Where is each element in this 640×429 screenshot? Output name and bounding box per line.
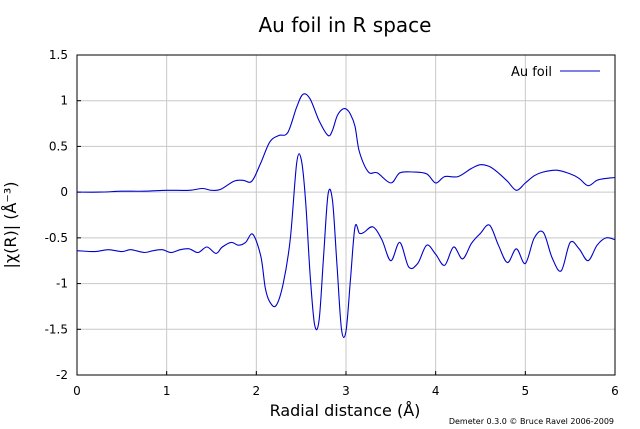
x-tick-label: 5 — [522, 384, 530, 398]
series-line-real-part — [76, 153, 616, 339]
credit-text: Demeter 0.3.0 © Bruce Ravel 2006-2009 — [449, 417, 614, 426]
y-tick-label: -0.5 — [45, 231, 68, 245]
y-tick-label: -1 — [56, 277, 68, 291]
legend: Au foil — [511, 65, 600, 80]
y-tick-label: -1.5 — [45, 322, 68, 336]
y-axis-label: |χ(R)| (Å⁻³) — [1, 182, 20, 269]
x-axis-label: Radial distance (Å) — [270, 401, 421, 420]
y-tick-label: -2 — [56, 368, 68, 382]
series-layer — [76, 93, 616, 339]
chart-title: Au foil in R space — [259, 13, 432, 37]
y-tick-label: 0 — [60, 185, 68, 199]
x-tick-label: 6 — [611, 384, 619, 398]
x-tick-label: 4 — [432, 384, 440, 398]
x-axis: 0 1 2 3 4 5 6 — [73, 371, 619, 398]
series-line-magnitude — [76, 93, 616, 193]
grid — [77, 55, 615, 375]
legend-label: Au foil — [511, 65, 552, 80]
y-tick-label: 1.5 — [49, 48, 68, 62]
x-tick-label: 2 — [253, 384, 261, 398]
y-axis: 1.5 1 0.5 0 -0.5 -1 -1.5 -2 — [45, 48, 81, 382]
y-tick-label: 0.5 — [49, 139, 68, 153]
x-tick-label: 1 — [163, 384, 171, 398]
y-tick-label: 1 — [60, 94, 68, 108]
x-tick-label: 0 — [73, 384, 81, 398]
x-tick-label: 3 — [342, 384, 350, 398]
